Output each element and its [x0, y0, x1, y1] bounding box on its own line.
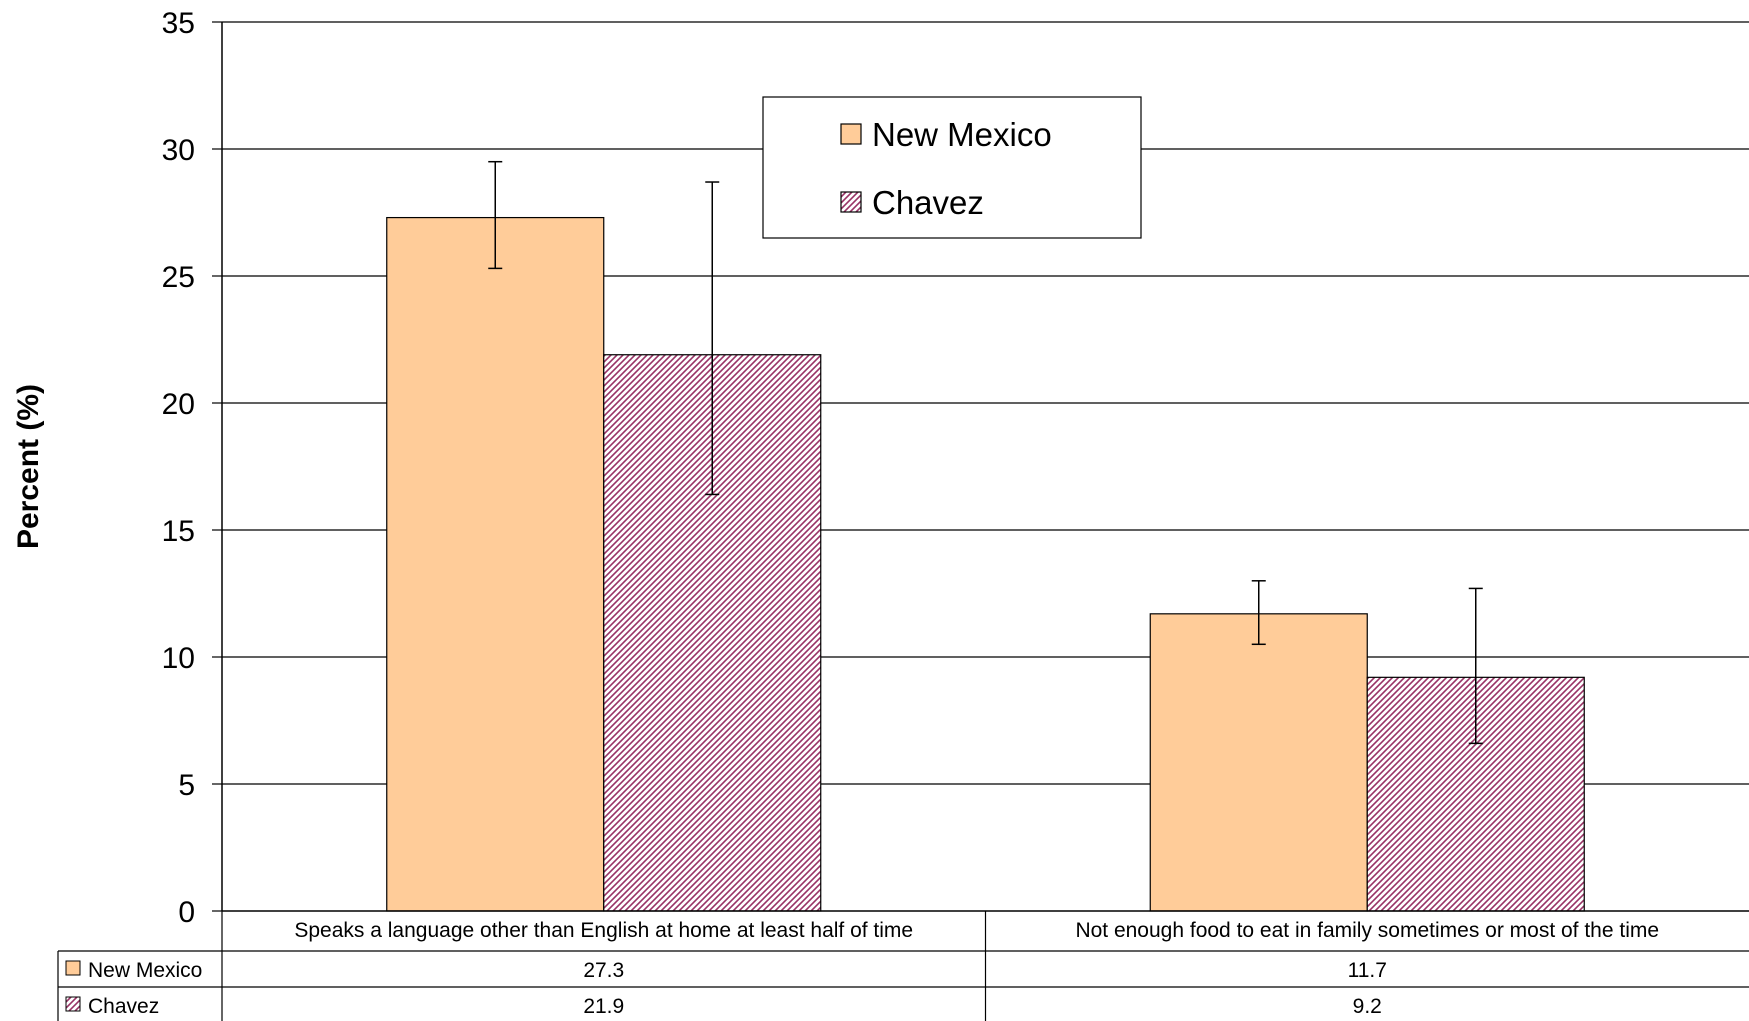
legend-box — [762, 96, 1142, 239]
bar — [1149, 613, 1368, 912]
table-cell: 9.2 — [1353, 995, 1382, 1018]
y-tick-label: 35 — [162, 7, 195, 40]
y-tick-label: 0 — [178, 896, 195, 929]
table-cell: 21.9 — [583, 995, 624, 1018]
y-tick-label: 10 — [162, 642, 195, 675]
bar — [386, 216, 605, 912]
y-tick-label: 20 — [162, 388, 195, 421]
y-tick-label: 25 — [162, 261, 195, 294]
x-category-label: Speaks a language other than English at … — [294, 919, 913, 942]
legend-label: Chavez — [872, 184, 984, 221]
legend: New Mexico Chavez — [762, 96, 1142, 239]
y-tick-label: 30 — [162, 134, 195, 167]
y-axis-label: Percent (%) — [12, 384, 45, 549]
legend-label: New Mexico — [872, 116, 1052, 153]
bars — [386, 216, 1585, 912]
table-row-label: Chavez — [88, 995, 159, 1018]
table-row-label: New Mexico — [88, 959, 202, 982]
table-cell: 27.3 — [583, 959, 624, 982]
legend-swatch — [840, 123, 862, 145]
table-legend-key — [65, 996, 81, 1012]
table-legend-key — [65, 960, 81, 976]
table-cell: 11.7 — [1348, 959, 1387, 982]
y-tick-label: 15 — [162, 515, 195, 548]
legend-swatch — [840, 191, 862, 213]
data-table: Speaks a language other than English at … — [57, 911, 1749, 1021]
y-tick-label: 5 — [178, 769, 195, 802]
y-axis-ticks: 0 5 10 15 20 25 30 35 — [162, 7, 222, 929]
x-category-label: Not enough food to eat in family sometim… — [1075, 919, 1659, 942]
error-bars — [488, 160, 1483, 745]
